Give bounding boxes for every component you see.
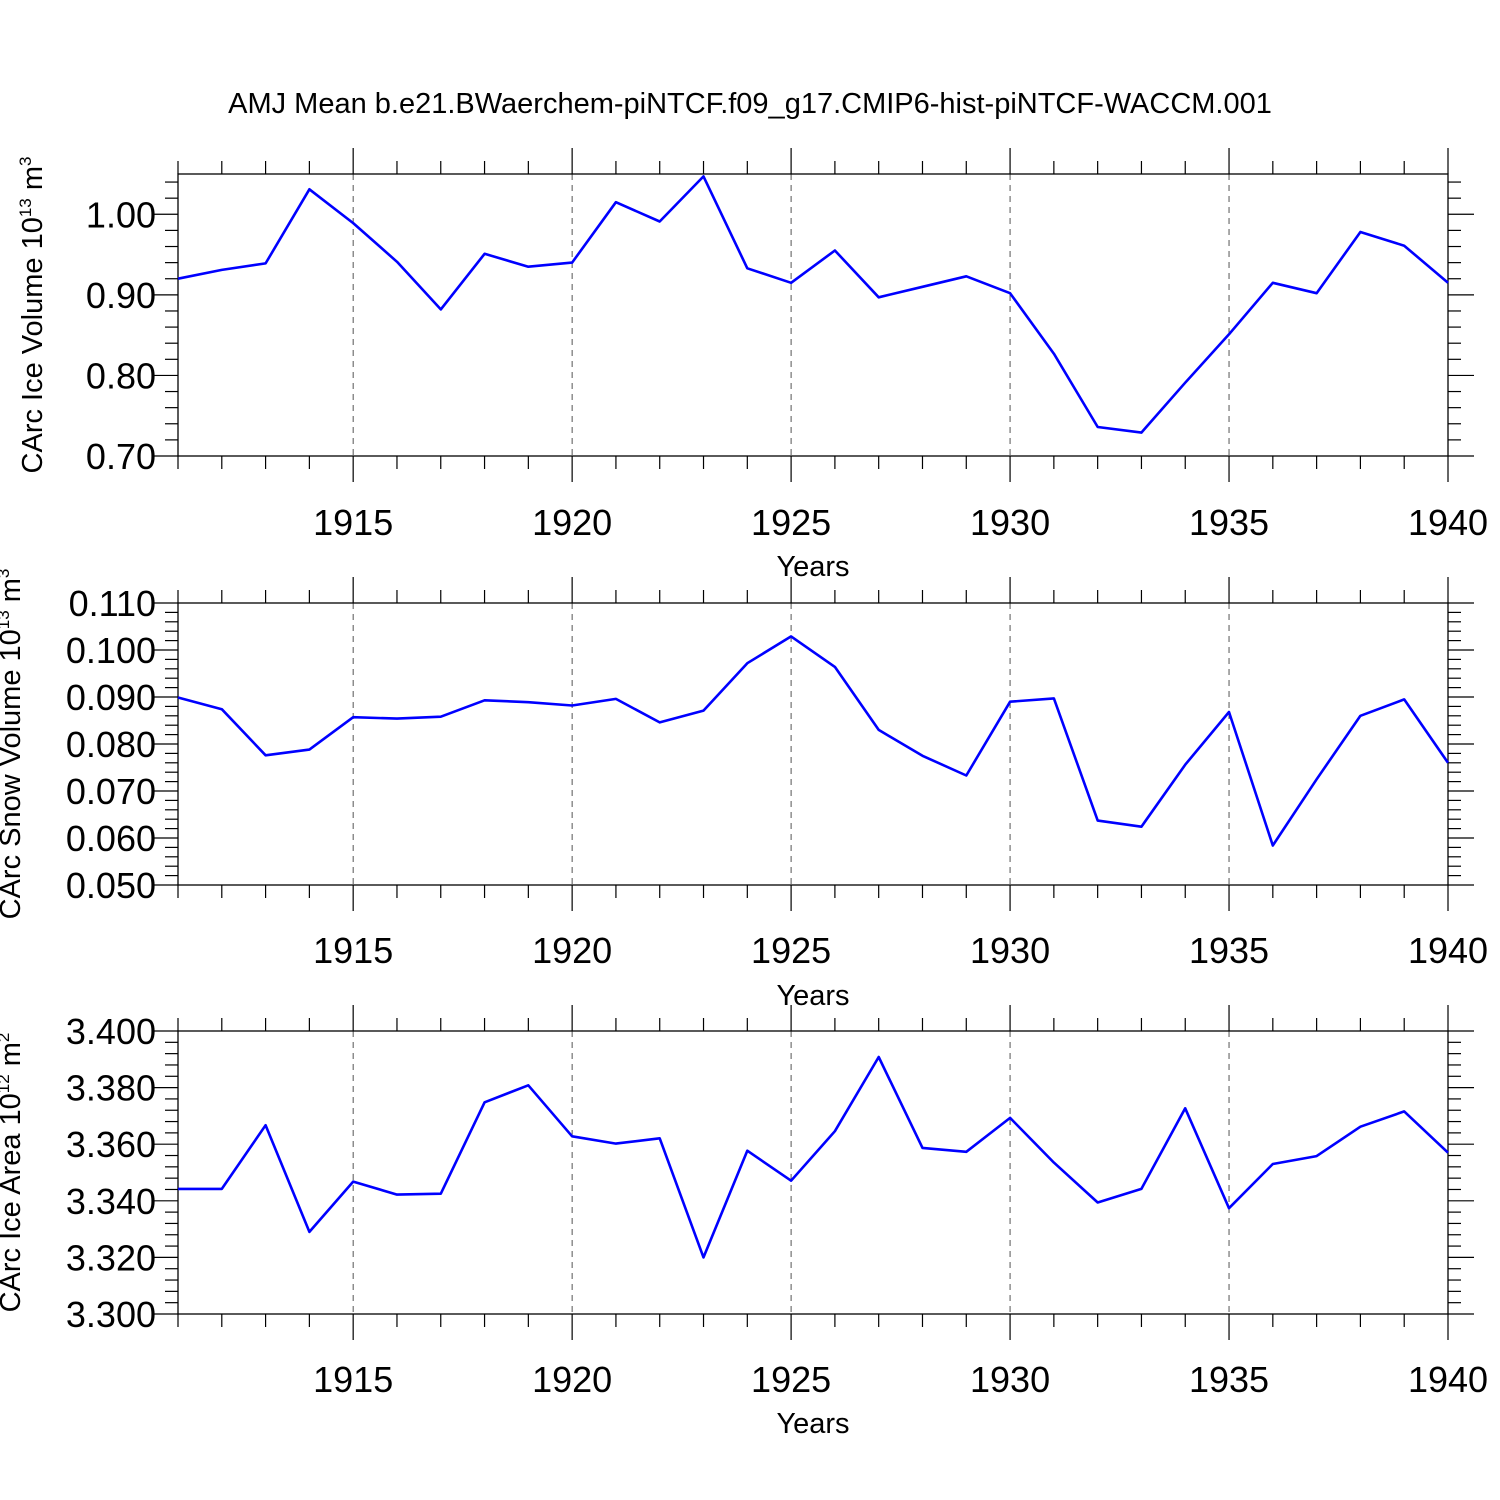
y-tick-label: 0.060 [66, 818, 156, 859]
x-tick-label: 1930 [970, 930, 1050, 971]
y-tick-label: 3.300 [66, 1294, 156, 1335]
x-tick-label: 1920 [532, 1359, 612, 1400]
x-tick-label: 1920 [532, 930, 612, 971]
y-tick-label: 3.400 [66, 1011, 156, 1052]
x-tick-label: 1925 [751, 502, 831, 543]
x-axis-label: Years [776, 1408, 849, 1440]
series-line [178, 1055, 1449, 1259]
y-tick-label: 0.110 [69, 583, 156, 624]
x-tick-label: 1940 [1408, 1359, 1488, 1400]
y-tick-label: 0.90 [86, 275, 156, 316]
x-tick-label: 1930 [970, 1359, 1050, 1400]
y-tick-label: 1.00 [86, 194, 156, 235]
y-tick-label: 3.320 [66, 1237, 156, 1278]
chart-title: AMJ Mean b.e21.BWaerchem-piNTCF.f09_g17.… [228, 88, 1272, 120]
y-tick-label: 3.380 [66, 1068, 156, 1109]
y-axis-label: CArc Ice Area 1012 m2 [0, 1033, 27, 1313]
panel-3: 3.300 3.320 3.340 3.360 3.380 3.400 1915 1920 19… [0, 1005, 1488, 1440]
panel-1: 0.70 0.80 0.90 1.00 1915 1920 1925 1930 1935 1940… [16, 148, 1488, 583]
plot-frame [177, 602, 1449, 886]
x-tick-label: 1920 [532, 502, 612, 543]
series-line [177, 175, 1449, 434]
x-tick-label: 1935 [1189, 502, 1269, 543]
y-axis-label: CArc Ice Volume 1013 m3 [16, 157, 49, 474]
x-tick-label: 1925 [751, 930, 831, 971]
y-tick-label: 0.80 [86, 355, 156, 396]
x-tick-label: 1930 [970, 502, 1050, 543]
x-tick-label: 1940 [1408, 930, 1488, 971]
series-line [177, 635, 1450, 847]
y-tick-label: 3.360 [66, 1124, 156, 1165]
x-axis-label: Years [776, 980, 849, 1012]
y-tick-label: 0.050 [66, 865, 156, 906]
y-tick-label: 0.090 [66, 677, 156, 718]
y-tick-label: 0.070 [66, 771, 156, 812]
panels: 0.70 0.80 0.90 1.00 1915 1920 1925 1930 1935 1940… [0, 148, 1488, 1440]
x-axis-label: Years [776, 551, 849, 583]
x-tick-label: 1925 [751, 1359, 831, 1400]
x-tick-label: 1935 [1189, 930, 1269, 971]
x-tick-label: 1935 [1189, 1359, 1269, 1400]
y-tick-label: 0.080 [66, 724, 156, 765]
x-tick-label: 1915 [313, 502, 393, 543]
x-tick-label: 1915 [313, 1359, 393, 1400]
x-tick-label: 1915 [313, 930, 393, 971]
y-tick-label: 0.100 [66, 630, 156, 671]
plot-frame [177, 173, 1449, 457]
panel-2: 0.050 0.060 0.070 0.080 0.090 0.100 0.110 1915 1… [0, 569, 1488, 1012]
x-tick-label: 1940 [1408, 502, 1488, 543]
plot-frame [177, 1030, 1449, 1315]
y-tick-label: 0.70 [86, 436, 156, 477]
y-tick-label: 3.340 [66, 1181, 156, 1222]
y-axis-label: CArc Snow Volume 1013 m3 [0, 569, 27, 920]
